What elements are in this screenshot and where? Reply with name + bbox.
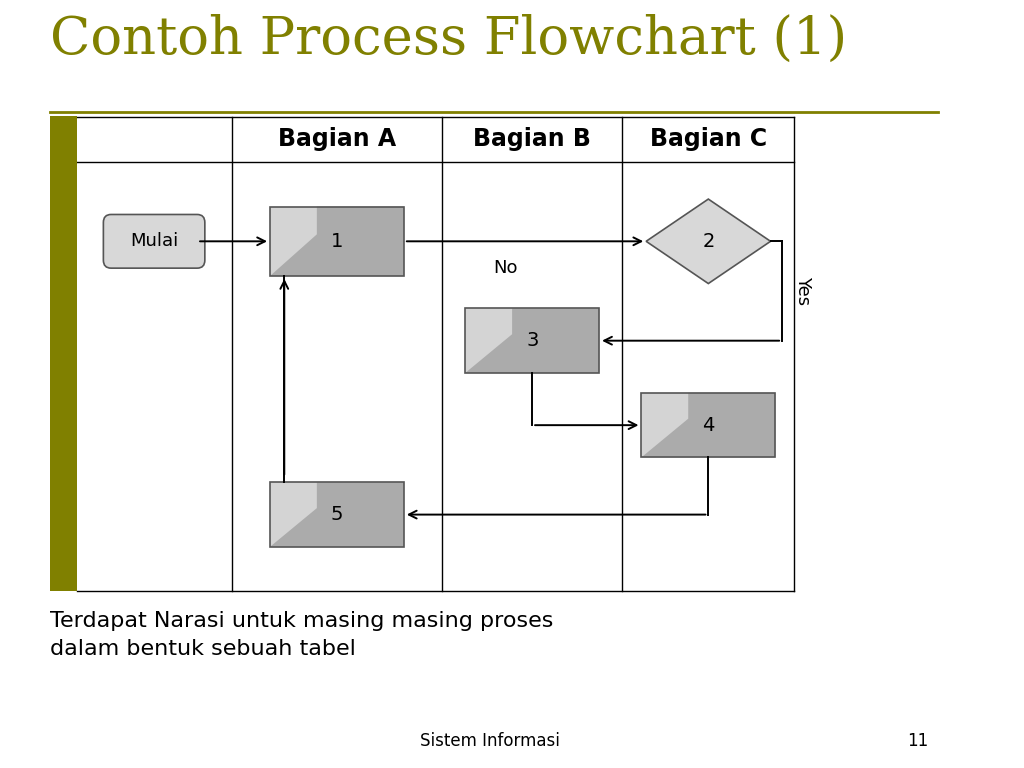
Polygon shape (641, 393, 775, 458)
FancyBboxPatch shape (103, 214, 205, 268)
Text: 2: 2 (702, 232, 715, 251)
Text: 5: 5 (331, 505, 343, 524)
Text: Contoh Process Flowchart (1): Contoh Process Flowchart (1) (50, 13, 847, 65)
Text: Yes: Yes (794, 276, 812, 306)
Text: 11: 11 (907, 732, 929, 750)
Bar (270, 207, 403, 276)
Text: Mulai: Mulai (130, 232, 178, 250)
Bar (641, 393, 775, 458)
Text: Bagian A: Bagian A (278, 127, 396, 151)
Text: Bagian C: Bagian C (650, 127, 767, 151)
Bar (270, 207, 403, 276)
Text: No: No (494, 260, 518, 277)
Bar (270, 482, 403, 547)
Text: 4: 4 (702, 415, 715, 435)
Bar (465, 309, 599, 373)
Bar (465, 309, 599, 373)
Bar (270, 482, 403, 547)
Text: 3: 3 (526, 331, 539, 350)
Bar (50, 116, 77, 591)
Text: 1: 1 (331, 232, 343, 251)
Text: Terdapat Narasi untuk masing masing proses
dalam bentuk sebuah tabel: Terdapat Narasi untuk masing masing pros… (50, 611, 553, 659)
Text: Bagian B: Bagian B (473, 127, 591, 151)
Polygon shape (270, 482, 403, 547)
Polygon shape (646, 199, 770, 283)
Text: Sistem Informasi: Sistem Informasi (420, 732, 560, 750)
Bar (641, 393, 775, 458)
Polygon shape (270, 207, 403, 276)
Polygon shape (465, 309, 599, 373)
